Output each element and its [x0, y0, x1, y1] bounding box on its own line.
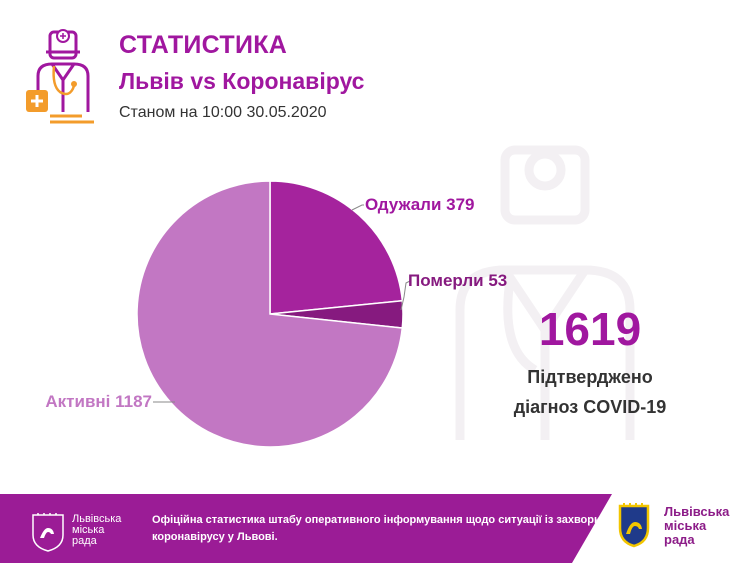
footer-badge: [572, 494, 730, 563]
slice-label-died: Померли 53: [408, 271, 507, 290]
footer-disclaimer-line-2: коронавірусу у Львові.: [152, 531, 278, 543]
footer-org-name: Львівська міська рада: [72, 513, 122, 547]
doctor-icon: [26, 29, 94, 124]
confirmed-total: 1619: [538, 303, 642, 355]
header: СТАТИСТИКА Львів vs Коронавірус Станом н…: [0, 0, 730, 140]
diagnosis-label: діагноз COVID-19: [513, 397, 667, 417]
pie-leaders: [153, 204, 411, 403]
footer-org-name-badge: Львівська міська рада: [664, 504, 730, 547]
pie-slices: [136, 180, 404, 448]
page-title: СТАТИСТИКА: [119, 31, 288, 59]
pie-chart: Одужали 379 Померли 53 Активні 1187: [45, 180, 507, 448]
doctor-watermark: [455, 145, 635, 440]
footer-disclaimer-line-1: Офіційна статистика штабу оперативного і…: [152, 514, 602, 526]
leader-died: [400, 280, 411, 311]
slice-label-active: Активні 1187: [45, 392, 152, 411]
pie-slice-recovered: [269, 180, 404, 315]
report-date: Станом на 10:00 30.05.2020: [119, 104, 327, 121]
page-subtitle: Львів vs Коронавірус: [119, 68, 365, 94]
footer-disclaimer: Офіційна статистика штабу оперативного і…: [152, 512, 602, 546]
leader-recovered: [351, 204, 364, 211]
confirmed-label: Підтверджено: [527, 367, 653, 387]
footer: Львівська міська рада Офіційна статистик…: [0, 494, 730, 563]
pie-slice-active: [136, 180, 404, 448]
lviv-coat-of-arms-icon: [32, 513, 64, 552]
slice-label-recovered: Одужали 379: [365, 195, 475, 214]
